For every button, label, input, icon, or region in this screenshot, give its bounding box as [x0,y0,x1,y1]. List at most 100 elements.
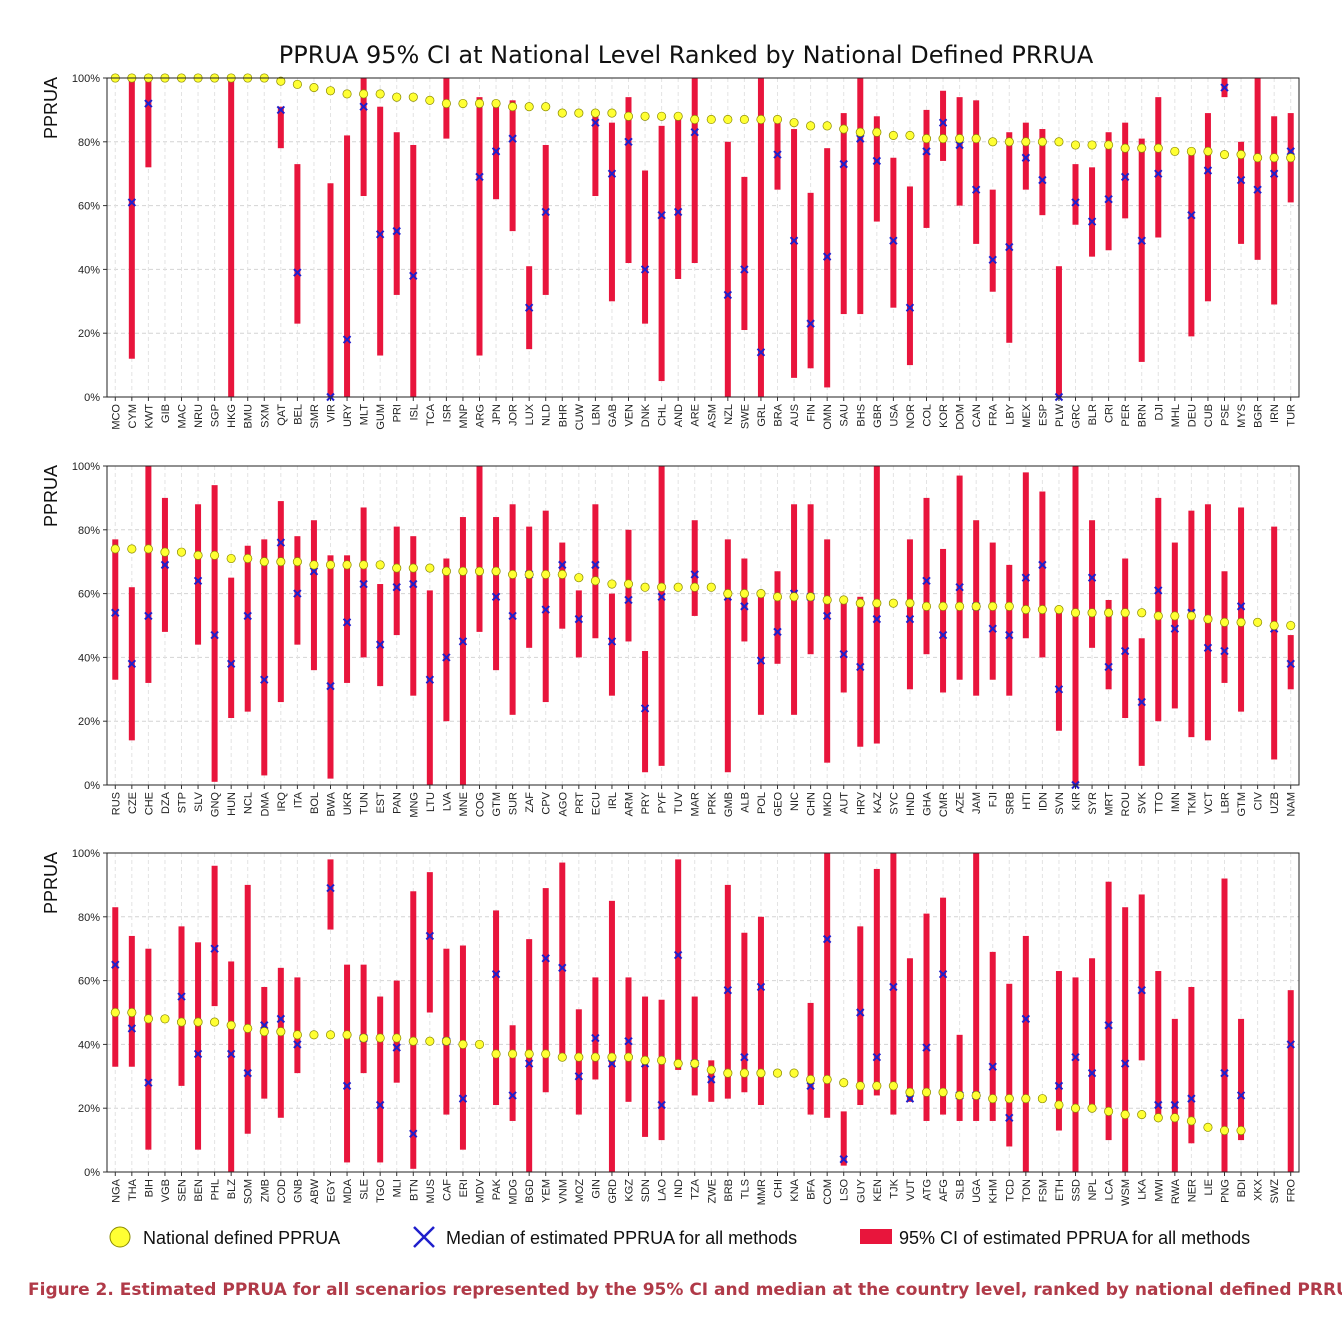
ci-bar-bol [310,520,317,671]
national-point-nld [541,102,551,112]
median-marker-gnq [210,630,219,640]
ci-bar-gum [377,106,384,356]
ci-bar-and [675,116,682,279]
median-marker-pri [392,226,401,236]
ci-bar-srb [1006,564,1013,696]
ci-bar-ssd [1072,977,1079,1172]
ci-bar-tto [1155,497,1162,722]
x-tick-label: GAB [607,404,619,427]
ci-bar-aut [840,599,847,693]
y-tick-label: 40% [78,1039,100,1051]
national-point-usa [888,130,898,140]
ci-bar-cod [277,967,284,1118]
national-point-mnp [458,98,468,109]
median-marker-ken [872,1052,882,1062]
median-marker-afg [938,970,948,979]
x-tick-label: PRK [706,791,718,814]
national-point-ury [342,89,352,99]
x-tick-label: GNB [292,1179,304,1203]
ci-bar-zaf [526,526,533,648]
ci-bar-mrt [1105,599,1112,690]
national-point-cri [1104,140,1114,150]
x-tick-label: IRQ [276,792,288,812]
ci-bar-pak [493,910,500,1106]
x-tick-label: PRY [640,791,652,814]
x-tick-label: RUS [110,792,122,815]
national-point-mys [1236,150,1246,160]
ci-bar-kir [1072,466,1079,785]
median-marker-bih [144,1078,153,1087]
x-tick-label: SWE [739,404,751,429]
ci-bar-brn [1138,138,1145,362]
median-marker-pak [491,970,501,979]
national-point-aus [789,118,799,128]
x-tick-label: STP [177,792,189,813]
median-marker-png [1220,1068,1229,1078]
x-tick-label: SEN [177,1179,189,1202]
ci-bar-gtm [493,517,500,671]
ci-bar-lbr [1221,571,1228,683]
national-point-mne [458,566,468,576]
ci-bar-lca [1105,881,1112,1141]
national-point-irl [607,579,617,589]
x-tick-label: YEM [541,1179,553,1203]
national-point-mmr [756,1068,766,1078]
ci-bar-nzl [724,141,731,397]
national-point-vgb [160,1014,170,1024]
x-tick-label: LBN [590,404,602,425]
median-marker-som [243,1068,252,1078]
national-point-tza [690,1058,700,1069]
median-marker-gtm [491,592,501,601]
x-tick-label: GMB [723,792,735,817]
ci-bar-blr [1089,167,1096,257]
ci-bar-dma [261,539,268,776]
national-point-pse [1219,150,1230,160]
national-point-smr [309,83,319,93]
national-point-brb [723,1068,733,1078]
ci-bar-mys [1238,141,1245,244]
median-marker-cri [1104,195,1113,204]
x-tick-label: SGP [210,404,222,427]
median-marker-aze [955,583,964,592]
median-marker-cpv [541,605,550,614]
x-tick-label: SVN [1054,792,1066,815]
ci-bar-bra [774,116,781,190]
national-point-btn [408,1036,418,1046]
x-tick-label: SDN [640,1179,652,1202]
x-tick-label: CHE [143,792,155,815]
national-point-rou [1120,608,1130,618]
legend-ci-marker [860,1229,892,1244]
x-tick-label: NER [1186,1179,1198,1202]
national-point-est [375,560,385,570]
national-point-tur [1286,153,1296,163]
x-tick-label: BEL [292,404,304,425]
x-tick-label: NZL [723,404,735,425]
national-point-fsm [1037,1094,1047,1104]
x-tick-label: MMR [756,1179,768,1205]
x-tick-label: TKM [1186,792,1198,815]
median-marker-chl [657,210,666,220]
x-tick-label: AUT [839,792,851,814]
ci-bar-tcd [1006,983,1013,1147]
x-tick-label: BRB [723,1179,735,1202]
median-marker-bra [773,150,782,159]
national-point-bra [772,114,783,125]
x-tick-label: NLD [541,404,553,426]
national-point-vct [1203,614,1213,624]
median-marker-brb [723,985,733,995]
ci-bar-tun [360,507,367,658]
x-tick-label: EGY [326,1178,338,1202]
median-marker-kor [938,118,948,127]
x-tick-label: PLW [1054,403,1066,427]
x-tick-label: JOR [508,404,520,426]
median-marker-com [822,934,832,944]
national-point-hnd [905,598,915,608]
x-tick-label: JPN [491,404,503,425]
national-point-ven [623,111,634,121]
ci-bar-swe [741,176,748,331]
median-marker-lva [442,653,451,662]
median-marker-mus [425,931,435,941]
ci-bar-col [923,109,930,228]
national-point-ind [673,1058,683,1069]
ci-bar-dji [1155,97,1162,238]
